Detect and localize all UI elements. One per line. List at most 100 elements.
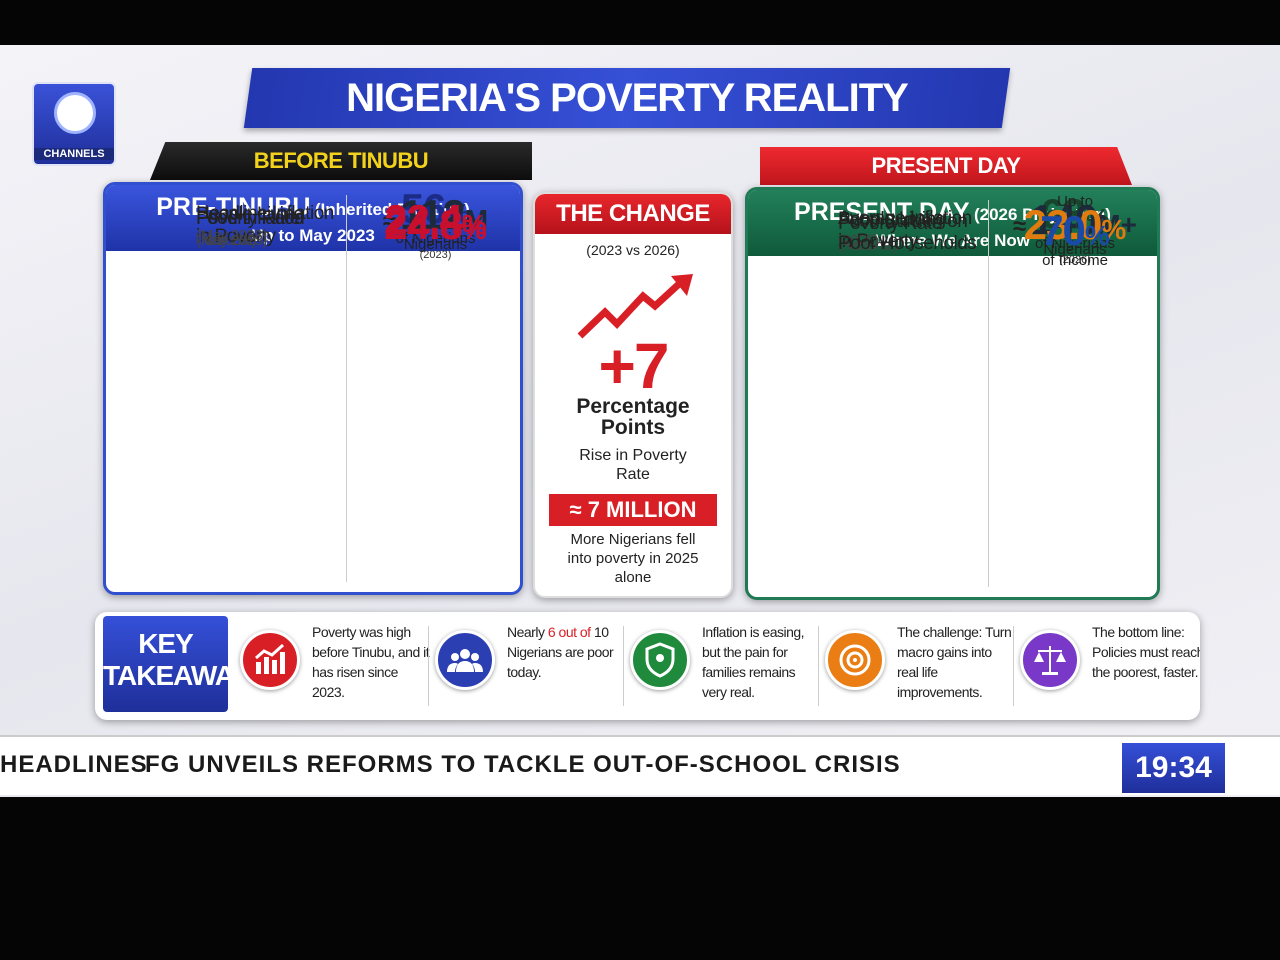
present-rows: Poverty Rate (National) 63% of Nigerians (20…: [748, 193, 1157, 587]
stat-prefix: ≈: [1013, 213, 1027, 240]
takeaway-icon: [435, 630, 495, 690]
stat-number: 140: [1030, 196, 1098, 243]
takeaway-icon: [1020, 630, 1080, 690]
takeaway-divider: [818, 626, 819, 706]
stat-label: Food Inflation (May 2023): [196, 208, 356, 252]
change-note-line: alone: [614, 569, 652, 586]
stat-label: Poverty Rate (National): [838, 213, 998, 257]
icon-glyph: [645, 642, 675, 678]
stat-note: of Income: [1042, 252, 1108, 269]
trend-arrow: [577, 274, 693, 339]
before-card: PRE-TINUBU (Inherited Position) Up to Ma…: [103, 182, 523, 595]
rise-text-line: Rate: [616, 466, 650, 483]
title-bar: NIGERIA'S POVERTY REALITY: [243, 68, 1011, 128]
stat-label: People Living in Poverty: [838, 209, 998, 253]
takeaway-divider: [1013, 626, 1014, 706]
takeaway-icon: [630, 630, 690, 690]
stat-label-line: People Living: [196, 204, 304, 225]
stat-number: 22.4: [384, 196, 463, 243]
arrow-line: [577, 281, 682, 339]
stat-row: Food Inflation (May 2023) 24.8%: [106, 195, 520, 582]
icon-glyph: [1034, 646, 1066, 675]
takeaway-label-line: TAKEAWAY: [103, 660, 250, 691]
logo-globe: [54, 92, 96, 134]
before-header: PRE-TINUBU (Inherited Position) Up to Ma…: [106, 185, 520, 251]
takeaway-divider: [428, 626, 429, 706]
icon-glyph: [297, 372, 329, 401]
stat-label: Poverty Rate (National): [196, 208, 356, 252]
takeaway-text: Inflation is easing, but the pain for fa…: [702, 622, 820, 712]
takeaway-text: The challenge: Turn macro gains into rea…: [897, 622, 1015, 712]
stat-row: People Living in Poverty ≈140M+ Nigerians: [748, 199, 1157, 587]
stat-label-line: Poverty Rate: [196, 208, 300, 229]
before-subtitle: Up to May 2023: [251, 226, 375, 245]
stat-note: of Nigerians: [395, 230, 476, 247]
stat-value-line: ≈112M: [351, 194, 520, 236]
stat-number: 23.0: [1023, 201, 1103, 248]
stat-label-line: Food Burden on: [838, 211, 968, 232]
stat-unit: %: [461, 214, 487, 245]
stat-value: 56% of Nigerians (2023): [351, 188, 520, 264]
change-big: +7: [598, 330, 670, 402]
stat-number: 70: [1040, 207, 1086, 254]
takeaway-line: The challenge: Turn macro gains into rea…: [897, 624, 1012, 700]
icon-glyph: [447, 649, 483, 672]
big-text-line: Percentage: [576, 395, 690, 418]
takeaway-divider: [623, 626, 624, 706]
title: NIGERIA'S POVERTY REALITY: [346, 76, 908, 120]
takeaway-icon: [240, 630, 300, 690]
stat-sub: (National): [838, 237, 899, 254]
stat-sub: (National): [196, 232, 257, 249]
stat-value-line: ≈140M+: [993, 199, 1157, 241]
stat-number: 112: [400, 191, 466, 238]
change-title: THE CHANGE: [535, 194, 731, 234]
arrow-head: [671, 274, 693, 296]
change-note: More Nigerians fell into poverty in 2025 a…: [535, 530, 731, 587]
stat-label-line: in Poverty: [196, 226, 276, 247]
stat-value: Up to 70% of Income: [993, 193, 1157, 269]
stat-number: 63: [1040, 190, 1086, 237]
present-title: PRESENT DAY: [794, 198, 970, 226]
stat-note: of Nigerians: [1034, 235, 1116, 252]
takeaway-line: The bottom line: Policies must reach the…: [1092, 624, 1200, 680]
change-subtitle: (2023 vs 2026): [586, 242, 680, 258]
stat-label-line: Poor Households: [838, 233, 977, 254]
stat-label-line: Average Inflation: [838, 208, 972, 229]
stat-prefix: ≈: [382, 208, 397, 235]
icon-glyph: [839, 644, 871, 676]
takeaway-line: Poverty was high before Tinubu, and it h…: [312, 624, 430, 700]
stat-value-line: 24.8%: [351, 204, 520, 246]
stat-value-line: 63%: [993, 193, 1157, 235]
stat-label: Average Inflation (2025): [838, 208, 998, 252]
stat-note: (2023): [419, 249, 452, 261]
stat-value-line: 23.0%: [993, 204, 1157, 246]
before-banner: BEFORE TINUBU: [150, 142, 532, 180]
change-note-line: into poverty in 2025: [567, 550, 699, 567]
stat-unit: %: [1084, 220, 1110, 251]
stat-label-line: Headline Inflation: [196, 203, 334, 224]
stat-row: Average Inflation (2025) 23.0%: [748, 200, 1157, 587]
stat-sub: (2025): [838, 232, 879, 249]
stat-unit: M+: [1097, 209, 1137, 240]
stat-unit: %: [1084, 203, 1110, 234]
stat-note: (2026): [1059, 254, 1091, 266]
stat-value-line: 56%: [351, 188, 520, 230]
stat-sub: (May 2023): [196, 227, 267, 244]
ticker-time: 19:34: [1122, 743, 1225, 793]
change-note-line: More Nigerians fell: [570, 531, 696, 548]
divider: [346, 195, 347, 582]
stat-pre: Up to: [1057, 193, 1093, 210]
stat-unit: %: [445, 198, 471, 229]
present-title-note: (2026 Projection): [973, 205, 1111, 224]
stat-value: ≈112M Nigerians: [351, 194, 520, 254]
stat-unit: %: [461, 209, 487, 240]
stat-label: Headline Inflation (May 2023): [196, 203, 356, 247]
stat-value: ≈140M+ Nigerians: [993, 199, 1157, 259]
change-rise-text: Rise in Poverty Rate: [535, 446, 731, 484]
ticker-section: HEADLINES: [0, 751, 148, 778]
present-header: PRESENT DAY (2026 Projection) Where We A…: [748, 190, 1157, 256]
stat-value: 24.8%: [351, 204, 520, 246]
stat-label: People Living in Poverty: [196, 204, 356, 248]
present-subtitle: Where We Are Now: [875, 231, 1030, 250]
